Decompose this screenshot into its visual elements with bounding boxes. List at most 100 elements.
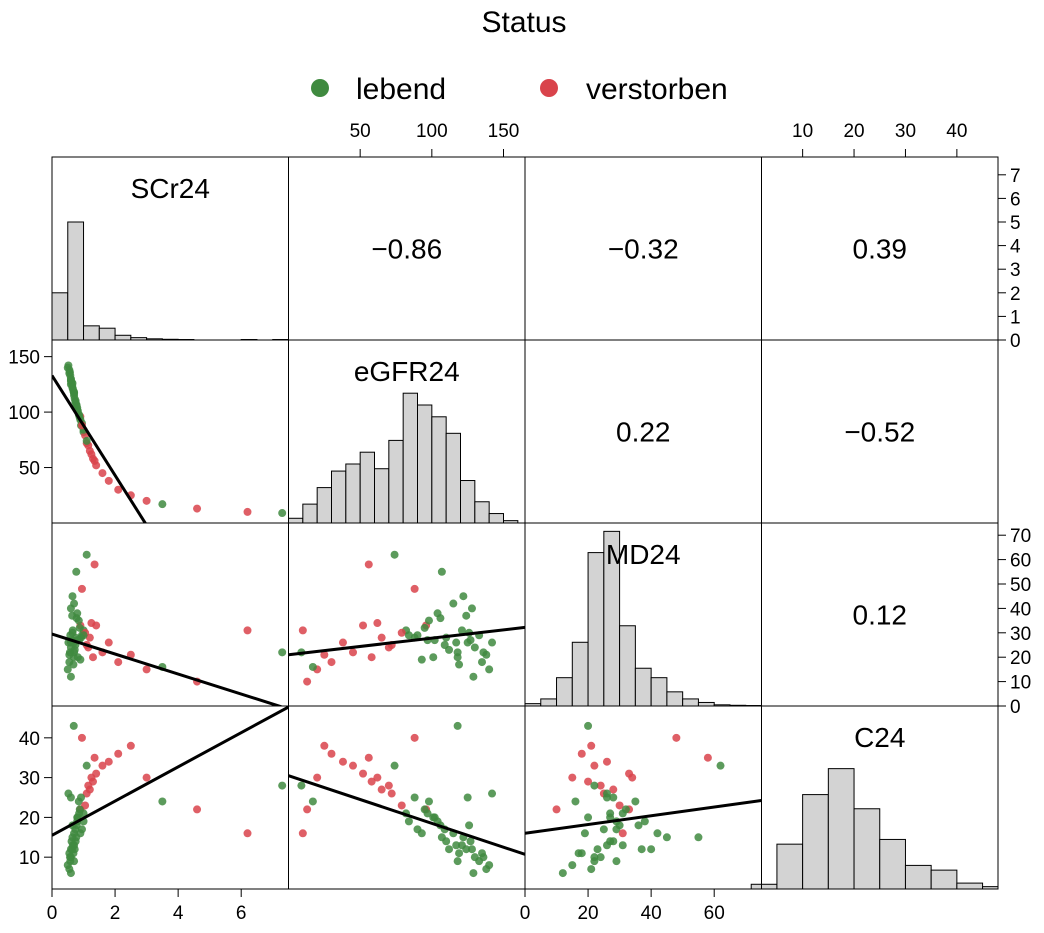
data-point [445, 845, 453, 853]
data-point [71, 825, 79, 833]
data-point [64, 790, 72, 798]
data-point [143, 774, 151, 782]
data-point [193, 505, 201, 513]
histogram-bar-C24 [931, 870, 957, 889]
top-tick-label-C24: 40 [946, 121, 967, 142]
data-point [105, 477, 113, 485]
data-point [575, 849, 583, 857]
data-point [391, 551, 399, 559]
data-point [441, 641, 449, 649]
data-point [68, 592, 76, 600]
data-point [87, 619, 95, 627]
data-point [606, 837, 614, 845]
histogram-bar-C24 [905, 865, 931, 889]
right-tick-label-count: 4 [1010, 237, 1021, 258]
scatter-panel-MD24-vs-SCr24 [52, 551, 289, 709]
data-point [67, 673, 75, 681]
data-point [244, 829, 252, 837]
top-tick-label-eGFR24: 100 [416, 121, 448, 142]
data-point [373, 619, 381, 627]
data-point [672, 734, 680, 742]
data-point [105, 758, 113, 766]
data-point [309, 663, 317, 671]
histogram-bar-SCr24 [84, 326, 100, 340]
legend-label-lebend: lebend [356, 73, 446, 106]
data-point [482, 865, 490, 873]
data-point [471, 643, 479, 651]
data-point [349, 762, 357, 770]
data-point [78, 734, 86, 742]
data-point [66, 853, 74, 861]
scatter-panel-C24-vs-MD24 [525, 722, 762, 877]
variable-label-SCr24: SCr24 [131, 173, 210, 204]
data-point [418, 656, 426, 664]
correlation-label: 0.12 [853, 600, 908, 631]
right-tick-label-count: 1 [1010, 307, 1021, 328]
data-point [68, 845, 76, 853]
data-point [359, 770, 367, 778]
regression-line [52, 707, 289, 835]
data-point [603, 790, 611, 798]
right-tick-label-count: 3 [1010, 260, 1021, 281]
histogram-bar-eGFR24 [375, 469, 389, 523]
top-tick-label-eGFR24: 50 [350, 121, 371, 142]
histogram-bar-eGFR24 [360, 452, 374, 523]
data-point [75, 809, 83, 817]
data-point [67, 376, 75, 384]
right-tick-label-MD24: 40 [1010, 599, 1031, 620]
data-point [638, 845, 646, 853]
histogram-bar-eGFR24 [418, 405, 432, 523]
data-point [694, 833, 702, 841]
data-point [454, 653, 462, 661]
data-point [244, 508, 252, 516]
data-point [469, 673, 477, 681]
data-point [603, 758, 611, 766]
data-point [98, 469, 106, 477]
variable-label-C24: C24 [854, 722, 905, 753]
x-tick-label-MD24: 20 [577, 903, 598, 924]
histogram-bar-C24 [880, 839, 906, 889]
data-point [465, 821, 473, 829]
data-point [385, 782, 393, 790]
data-point [622, 805, 630, 813]
correlation-label: 0.39 [853, 234, 908, 265]
data-point [590, 762, 598, 770]
legend: lebend verstorben [311, 73, 728, 106]
data-point [299, 829, 307, 837]
data-point [69, 626, 77, 634]
histogram-bar-eGFR24 [332, 471, 346, 523]
data-point [425, 617, 433, 625]
data-point [339, 758, 347, 766]
right-tick-label-count: 2 [1010, 284, 1021, 305]
y-tick-label-C24: 10 [19, 848, 40, 869]
histogram-bar-MD24 [557, 678, 573, 706]
panel-frame [52, 706, 289, 889]
data-point [64, 362, 72, 370]
data-point [70, 653, 78, 661]
histogram-bar-MD24 [698, 702, 714, 706]
data-point [717, 762, 725, 770]
data-point [425, 797, 433, 805]
data-point [105, 639, 113, 647]
data-point [303, 805, 311, 813]
data-point [568, 774, 576, 782]
regression-line [525, 800, 762, 833]
data-point [391, 762, 399, 770]
regression-line [52, 634, 289, 709]
data-point [421, 624, 429, 632]
panel-frame [525, 706, 762, 889]
right-tick-label-MD24: 20 [1010, 648, 1031, 669]
data-point [278, 509, 286, 517]
data-point [600, 825, 608, 833]
scatter-panel-C24-vs-eGFR24 [289, 722, 526, 877]
data-point [704, 754, 712, 762]
legend-marker-lebend [311, 79, 329, 97]
data-point [91, 560, 99, 568]
histogram-bar-SCr24 [68, 222, 84, 340]
data-point [70, 600, 78, 608]
data-point [411, 794, 419, 802]
data-point [365, 560, 373, 568]
panel-frame [52, 523, 289, 706]
y-tick-label-C24: 40 [19, 729, 40, 750]
data-point [278, 648, 286, 656]
